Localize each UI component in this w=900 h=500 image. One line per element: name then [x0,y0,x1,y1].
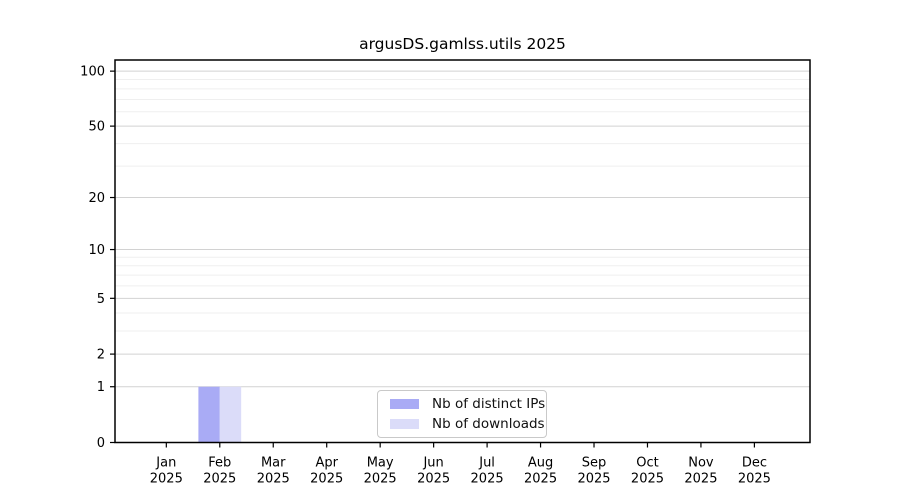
x-tick-label-month: Jun [422,456,443,471]
legend-entry: Nb of distinct IPs [385,396,545,412]
x-tick-label-year: 2025 [150,472,183,487]
y-tick-label: 20 [88,191,105,206]
x-tick-label-month: Feb [208,456,231,471]
x-tick-label-year: 2025 [524,472,557,487]
x-tick-label-year: 2025 [257,472,290,487]
x-tick-label-month: Sep [582,456,607,471]
x-tick-label-month: Jul [478,456,495,471]
x-tick-label-year: 2025 [631,472,664,487]
x-tick-label-month: Jan [155,456,176,471]
legend-swatch-icon [390,419,419,429]
y-tick-label: 1 [97,380,105,395]
legend-label: Nb of downloads [432,416,545,432]
legend-entry: Nb of downloads [385,416,545,432]
x-tick-label-month: May [367,456,394,471]
x-tick-label-year: 2025 [684,472,717,487]
x-tick-label-month: Dec [742,456,767,471]
y-tick-label: 100 [80,65,105,80]
x-tick-label-year: 2025 [417,472,450,487]
bar-feb-downloads [219,386,242,443]
x-tick-label-year: 2025 [471,472,504,487]
chart-legend: Nb of distinct IPs Nb of downloads [377,390,547,438]
bar-feb-distinct-ips [198,386,220,443]
legend-swatch-icon [390,399,419,409]
x-tick-label-month: Nov [688,456,714,471]
chart-title: argusDS.gamlss.utils 2025 [359,35,566,53]
y-tick-label: 0 [97,436,105,451]
x-tick-label-month: Mar [261,456,286,471]
legend-label: Nb of distinct IPs [432,396,546,412]
y-tick-label: 5 [97,292,105,307]
x-tick-label-month: Apr [315,456,338,471]
x-tick-label-month: Aug [528,456,553,471]
plot-frame [114,59,811,444]
y-tick-label: 50 [88,120,105,135]
y-tick-label: 2 [97,348,105,363]
x-tick-label-year: 2025 [310,472,343,487]
x-tick-label-year: 2025 [738,472,771,487]
y-tick-label: 10 [88,243,105,258]
x-tick-label-year: 2025 [364,472,397,487]
x-tick-label-month: Oct [636,456,658,471]
x-tick-label-year: 2025 [577,472,610,487]
x-tick-label-year: 2025 [203,472,236,487]
